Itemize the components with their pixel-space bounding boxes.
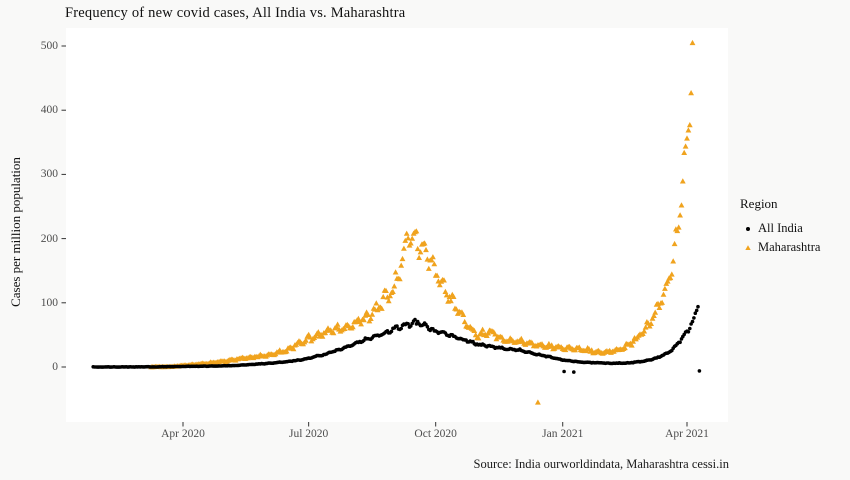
chart-title: Frequency of new covid cases, All India … [65,5,406,21]
series-all-india [91,304,702,374]
source-caption: Source: India ourworldindata, Maharashtr… [473,457,729,471]
axis-tick-marks [61,45,688,427]
y-tick-label: 500 [40,40,58,52]
y-tick-label: 200 [40,232,58,245]
legend-item-all-india: All India [740,220,820,237]
dot-marker-icon [746,226,750,231]
x-tick-label: Oct 2020 [414,428,457,440]
triangle-marker-icon [745,244,751,250]
y-tick-label: 0 [52,361,58,373]
x-tick-label: Jan 2021 [542,428,584,440]
plot-panel [66,28,728,422]
legend-label-maharashtra: Maharashtra [758,240,821,254]
x-tick-label: Apr 2021 [665,428,709,440]
legend-label-all-india: All India [758,221,803,235]
x-tick-label: Apr 2020 [161,428,205,440]
y-tick-label: 400 [40,104,58,117]
y-tick-label: 100 [40,296,58,309]
y-tick-label: 300 [40,168,58,181]
x-tick-label: Jul 2020 [288,428,329,440]
legend: Region All India Maharashtra [740,196,820,256]
legend-title: Region [740,196,778,211]
legend-item-maharashtra: Maharashtra [740,239,820,256]
